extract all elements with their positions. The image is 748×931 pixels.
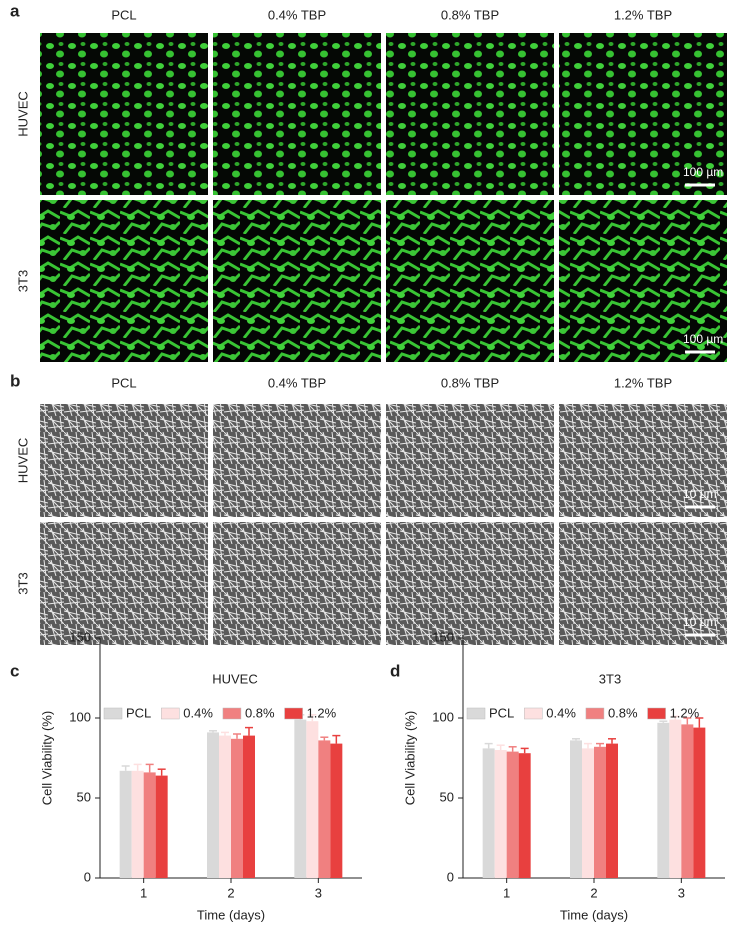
column-header: PCL bbox=[111, 375, 136, 390]
column-header: PCL bbox=[111, 7, 136, 22]
column-header: 1.2% TBP bbox=[614, 7, 672, 22]
column-header: 0.8% TBP bbox=[441, 375, 499, 390]
bar bbox=[119, 770, 132, 878]
micrograph bbox=[40, 404, 208, 517]
legend-label: 1.2% bbox=[670, 705, 700, 720]
legend-label: PCL bbox=[489, 705, 514, 720]
legend-swatch bbox=[585, 707, 605, 720]
panel-label: d bbox=[390, 661, 400, 680]
x-tick-label: 2 bbox=[227, 885, 234, 900]
bar bbox=[482, 748, 495, 878]
bar bbox=[131, 770, 144, 878]
y-tick-label: 100 bbox=[69, 709, 91, 724]
legend-swatch bbox=[524, 707, 543, 720]
bar bbox=[231, 738, 243, 878]
y-tick-label: 150 bbox=[69, 629, 91, 644]
legend-label: PCL bbox=[126, 705, 151, 720]
bar bbox=[330, 743, 343, 878]
row-label: 3T3 bbox=[15, 270, 30, 292]
micrograph bbox=[40, 200, 208, 362]
panel-label: c bbox=[10, 661, 19, 680]
bar bbox=[506, 751, 519, 878]
legend-swatch bbox=[103, 707, 123, 720]
y-tick-label: 50 bbox=[77, 789, 91, 804]
panel-label: b bbox=[10, 371, 20, 390]
bar bbox=[207, 732, 219, 878]
y-tick-label: 150 bbox=[432, 629, 454, 644]
legend-swatch bbox=[161, 707, 180, 720]
panel-label: a bbox=[10, 1, 20, 20]
scale-bar-label: 10 µm bbox=[683, 487, 717, 501]
micrograph bbox=[40, 522, 208, 645]
x-tick-label: 3 bbox=[678, 885, 685, 900]
chart-title: HUVEC bbox=[212, 671, 258, 686]
micrograph bbox=[386, 33, 554, 195]
legend-swatch bbox=[466, 707, 486, 720]
bar bbox=[219, 735, 231, 878]
y-axis-label: Cell Viability (%) bbox=[402, 711, 417, 805]
bar bbox=[669, 719, 682, 878]
legend-swatch bbox=[222, 707, 242, 720]
legend-label: 0.4% bbox=[183, 705, 213, 720]
x-tick-label: 1 bbox=[140, 885, 147, 900]
y-tick-label: 0 bbox=[447, 869, 454, 884]
scale-bar-label: 100 µm bbox=[683, 332, 723, 346]
bar bbox=[681, 724, 694, 878]
bar bbox=[155, 775, 168, 878]
bar bbox=[693, 727, 706, 878]
legend-label: 1.2% bbox=[307, 705, 337, 720]
chart-title: 3T3 bbox=[599, 671, 621, 686]
bar bbox=[306, 721, 319, 878]
bar bbox=[143, 772, 156, 878]
micrograph bbox=[213, 522, 381, 645]
row-label: HUVEC bbox=[15, 91, 30, 137]
legend-label: 0.8% bbox=[245, 705, 275, 720]
micrograph bbox=[559, 522, 727, 645]
scale-bar-label: 10 µm bbox=[683, 615, 717, 629]
micrograph bbox=[386, 404, 554, 517]
micrograph bbox=[386, 200, 554, 362]
column-header: 0.4% TBP bbox=[268, 7, 326, 22]
legend-swatch bbox=[284, 707, 303, 720]
legend-label: 0.4% bbox=[546, 705, 576, 720]
bar bbox=[494, 750, 507, 878]
legend-label: 0.8% bbox=[608, 705, 638, 720]
bar bbox=[518, 753, 531, 878]
x-tick-label: 2 bbox=[590, 885, 597, 900]
row-label: 3T3 bbox=[15, 572, 30, 594]
micrograph bbox=[40, 33, 208, 195]
x-axis-label: Time (days) bbox=[560, 907, 628, 922]
bar bbox=[582, 748, 594, 878]
bar bbox=[594, 746, 606, 878]
y-tick-label: 100 bbox=[432, 709, 454, 724]
micrograph bbox=[213, 404, 381, 517]
column-header: 0.8% TBP bbox=[441, 7, 499, 22]
bar bbox=[606, 743, 618, 878]
row-label: HUVEC bbox=[15, 438, 30, 484]
legend-swatch bbox=[647, 707, 666, 720]
x-tick-label: 3 bbox=[315, 885, 322, 900]
bar bbox=[243, 735, 255, 878]
y-tick-label: 0 bbox=[84, 869, 91, 884]
x-axis-label: Time (days) bbox=[197, 907, 265, 922]
micrograph bbox=[559, 404, 727, 517]
bar bbox=[570, 740, 582, 878]
column-header: 1.2% TBP bbox=[614, 375, 672, 390]
micrograph bbox=[386, 522, 554, 645]
y-tick-label: 50 bbox=[440, 789, 454, 804]
micrograph bbox=[559, 200, 727, 362]
bar bbox=[318, 740, 331, 878]
micrograph bbox=[213, 33, 381, 195]
micrograph bbox=[213, 200, 381, 362]
micrograph bbox=[559, 33, 727, 195]
column-header: 0.4% TBP bbox=[268, 375, 326, 390]
bar bbox=[294, 719, 307, 878]
y-axis-label: Cell Viability (%) bbox=[39, 711, 54, 805]
scale-bar-label: 100 µm bbox=[683, 165, 723, 179]
bar bbox=[657, 722, 670, 878]
x-tick-label: 1 bbox=[503, 885, 510, 900]
